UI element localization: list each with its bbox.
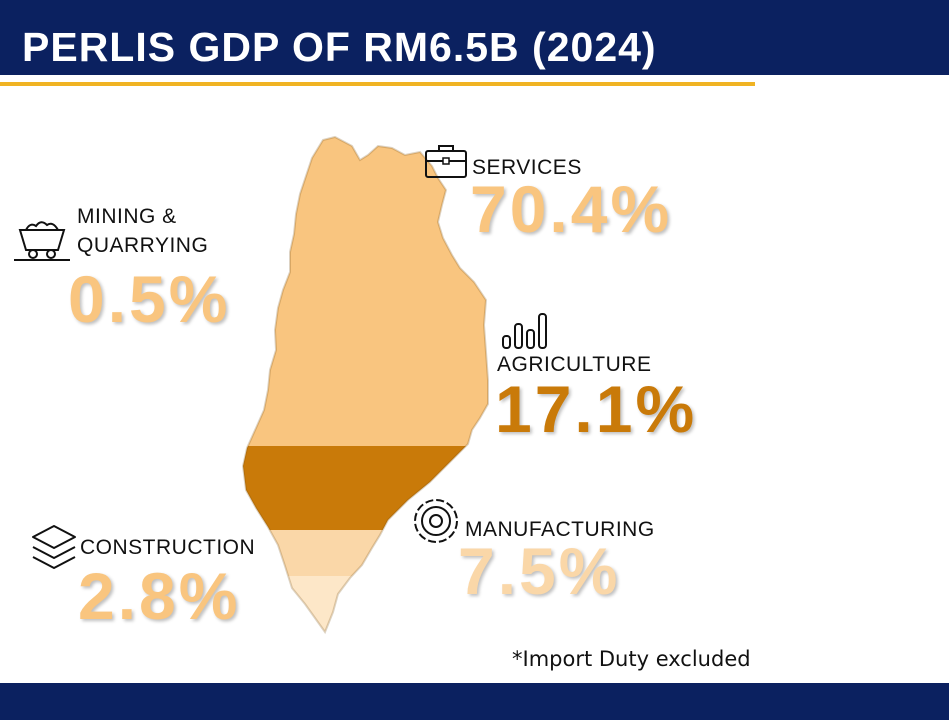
manufacturing-label: MANUFACTURING — [465, 518, 655, 541]
page-title: PERLIS GDP OF RM6.5B (2024) — [22, 24, 657, 70]
agriculture-label: AGRICULTURE — [497, 353, 652, 376]
agriculture-value: 17.1% — [495, 372, 698, 446]
mining-label-line1: MINING & — [77, 205, 177, 228]
services-label: SERVICES — [472, 156, 582, 179]
services-value: 70.4% — [470, 172, 673, 246]
manufacturing-value: 7.5% — [458, 534, 621, 608]
gear-icon — [414, 499, 458, 543]
title-underline — [0, 82, 755, 86]
footer-bar — [0, 683, 949, 720]
construction-value: 2.8% — [78, 559, 241, 633]
footnote: *Import Duty excluded — [512, 647, 751, 671]
mining-label-line2: QUARRYING — [77, 234, 209, 258]
layers-icon — [32, 525, 76, 569]
mine-cart-icon — [14, 221, 70, 261]
mining-label: MINING & QUARRYING — [77, 204, 208, 258]
bar-chart-icon — [502, 313, 547, 349]
mining-value: 0.5% — [68, 262, 231, 336]
briefcase-icon — [425, 145, 467, 178]
map-outline — [241, 135, 489, 635]
construction-label: CONSTRUCTION — [80, 536, 256, 559]
